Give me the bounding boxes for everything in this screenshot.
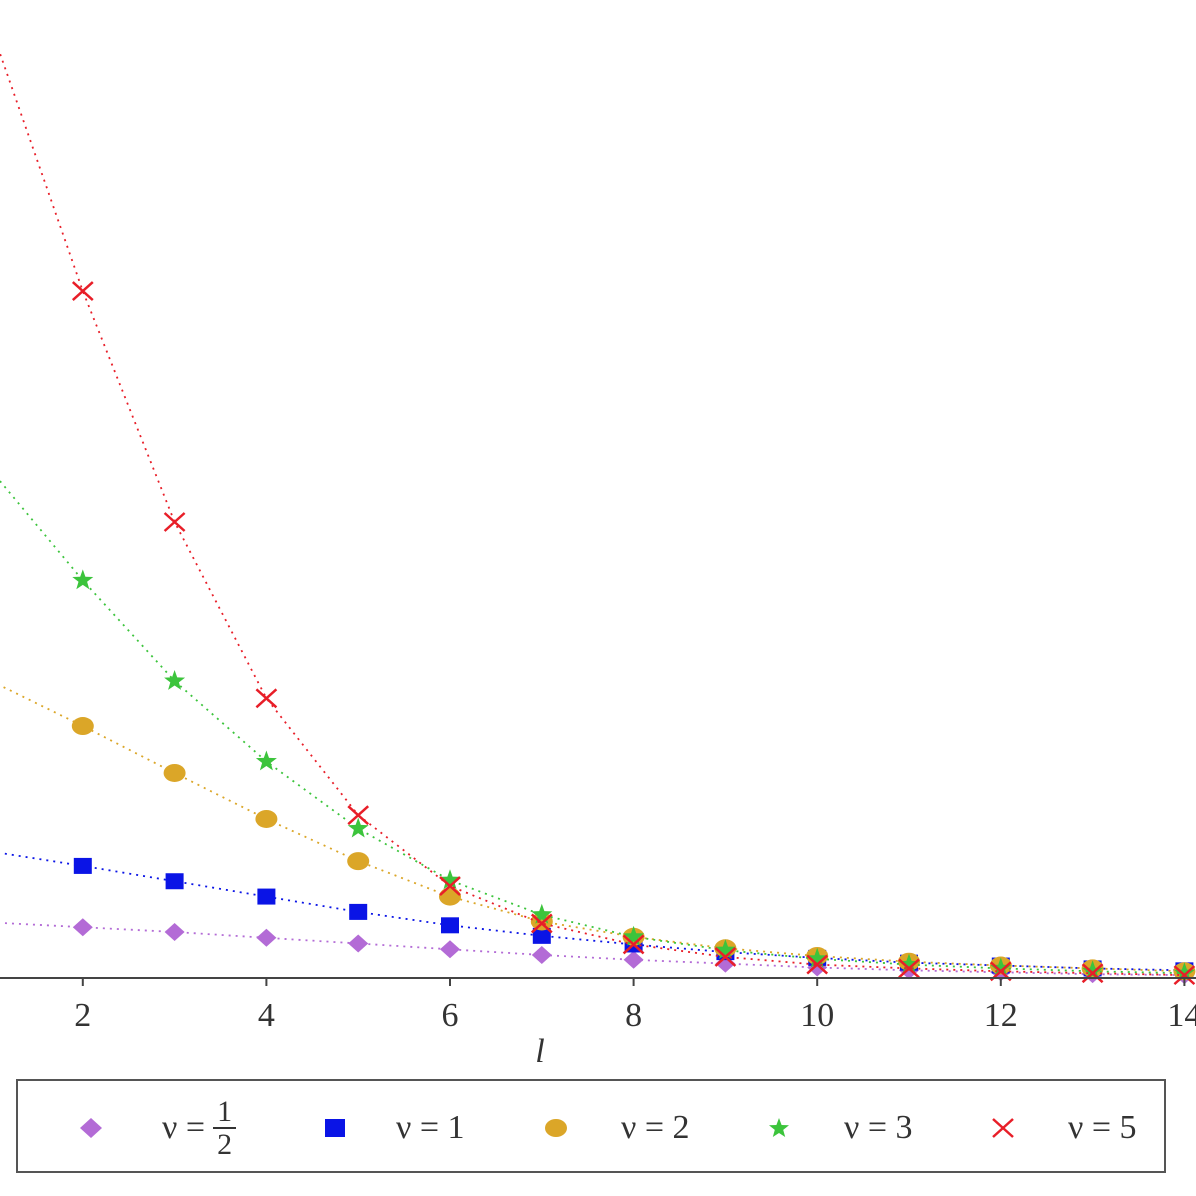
data-point-star — [164, 670, 186, 690]
x-tick-label: 12 — [984, 997, 1018, 1034]
data-point-star — [72, 569, 94, 590]
legend-label-nu-1: ν = 1 — [396, 1109, 465, 1146]
x-tick-label: 10 — [800, 997, 834, 1034]
data-point-cross — [622, 934, 645, 955]
x-tick-layer: 2 4 6 8 10 12 14 — [74, 978, 1196, 1034]
square-marker-icon — [325, 1119, 345, 1137]
x-tick-label: 8 — [625, 997, 642, 1034]
star-marker-icon — [769, 1118, 789, 1137]
data-point-star — [623, 925, 645, 946]
data-point-square — [349, 903, 368, 920]
data-point-star — [255, 750, 277, 771]
legend-label-nu-2: ν = 2 — [621, 1109, 690, 1146]
legend-label-prefix: ν = — [162, 1109, 206, 1146]
legend-fraction: 1 2 — [213, 1095, 237, 1161]
data-point-diamond — [348, 934, 369, 953]
data-point-cross — [163, 512, 186, 532]
series-line — [0, 479, 1185, 975]
data-point-cross — [714, 946, 737, 967]
series-square — [0, 852, 1194, 979]
data-point-circle — [439, 887, 461, 906]
legend-item-nu-5: ν = 5 — [990, 1081, 1166, 1175]
legend-item-nu-3: ν = 3 — [766, 1081, 966, 1175]
data-point-circle — [347, 852, 370, 871]
x-tick-label: 6 — [442, 997, 459, 1034]
series-star — [0, 479, 1195, 983]
data-point-star — [1082, 960, 1104, 981]
data-point-star — [1173, 962, 1195, 983]
data-point-star — [531, 903, 553, 924]
data-point-square — [441, 917, 459, 934]
data-point-square — [257, 888, 276, 905]
circle-marker-icon — [545, 1119, 567, 1137]
data-point-star — [990, 957, 1012, 978]
fraction-denominator: 2 — [217, 1128, 233, 1161]
data-point-cross — [439, 876, 461, 896]
x-tick-label: 2 — [74, 997, 91, 1034]
data-point-cross — [806, 954, 829, 975]
diamond-marker-icon — [80, 1118, 102, 1138]
cross-marker-icon — [992, 1118, 1014, 1138]
data-point-star — [806, 947, 828, 968]
series-line — [0, 50, 1185, 976]
data-point-cross — [347, 805, 370, 826]
data-point-cross — [255, 688, 278, 709]
data-point-cross — [71, 281, 94, 302]
data-point-star — [714, 939, 736, 960]
data-point-circle — [255, 809, 278, 828]
data-point-diamond — [531, 946, 552, 965]
data-point-square — [165, 873, 184, 890]
data-point-diamond — [164, 923, 185, 942]
data-point-circle — [163, 763, 186, 782]
data-point-diamond — [72, 918, 93, 937]
legend-item-nu-2: ν = 2 — [543, 1081, 743, 1175]
x-tick-label: 14 — [1167, 997, 1196, 1034]
data-point-square — [532, 927, 551, 944]
legend-label-nu-half: ν = 1 2 — [162, 1081, 237, 1175]
data-point-star — [347, 817, 369, 838]
series-line — [0, 852, 1185, 972]
legend-label-nu-3: ν = 3 — [844, 1109, 913, 1146]
legend-label-nu-5: ν = 5 — [1068, 1109, 1137, 1146]
legend-item-nu-1: ν = 1 — [318, 1081, 518, 1175]
x-axis-label: l — [535, 1033, 544, 1070]
data-point-circle — [71, 717, 94, 736]
data-point-diamond — [440, 940, 460, 959]
legend-item-nu-half: ν = 1 2 — [58, 1081, 288, 1175]
series-diamond — [0, 918, 1195, 985]
legend: ν = 1 2 ν = 1 ν = 2 ν = 3 ν = 5 — [16, 1079, 1166, 1173]
data-point-cross — [898, 958, 920, 979]
fraction-numerator: 1 — [213, 1095, 237, 1129]
data-point-star — [439, 869, 461, 890]
data-point-cross — [1081, 963, 1104, 984]
data-point-diamond — [623, 950, 644, 969]
x-tick-label: 4 — [258, 997, 275, 1034]
data-point-diamond — [256, 928, 277, 947]
data-point-cross — [530, 913, 553, 934]
series-cross — [0, 50, 1196, 986]
series-layer — [0, 50, 1196, 986]
data-point-square — [73, 857, 92, 874]
data-point-cross — [1173, 965, 1196, 986]
data-point-star — [898, 953, 920, 974]
series-line — [0, 921, 1185, 976]
